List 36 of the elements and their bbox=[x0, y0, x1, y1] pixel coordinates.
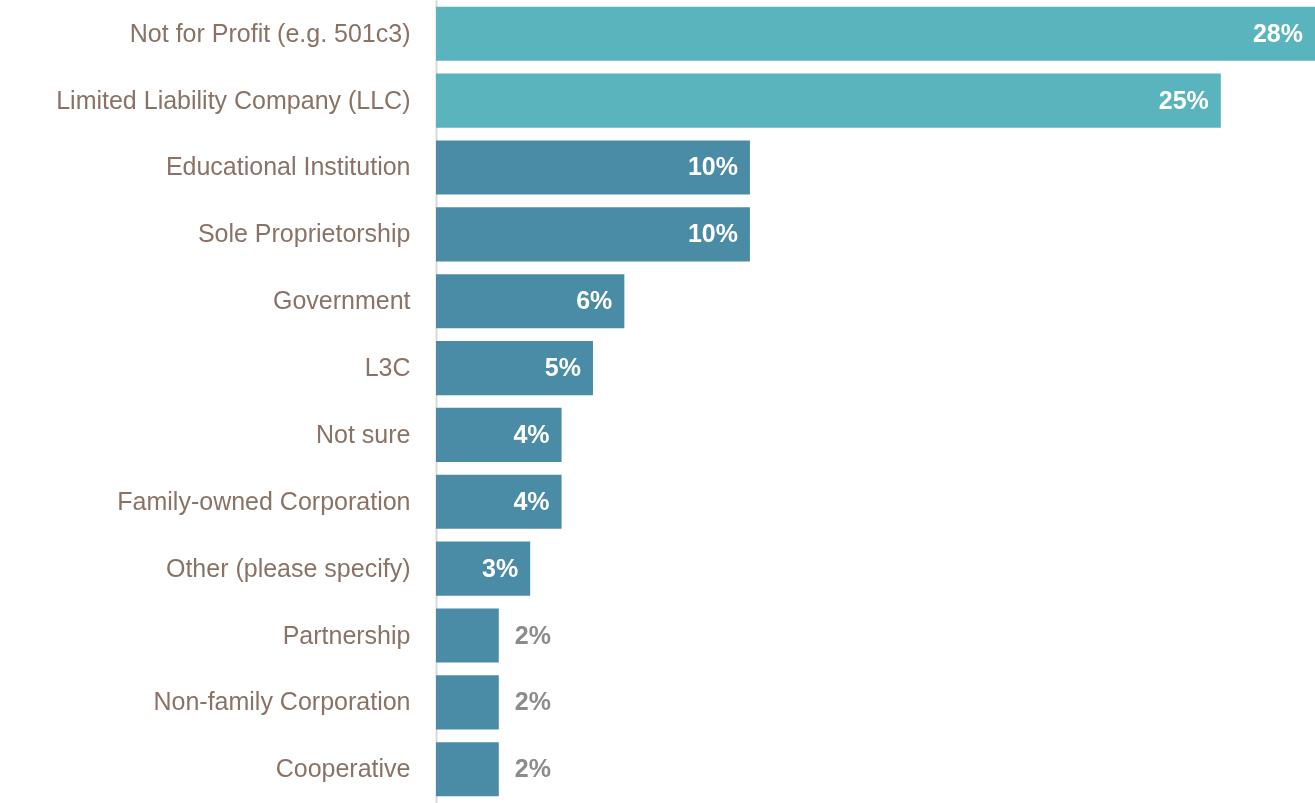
y-tick-label: Non-family Corporation bbox=[153, 687, 411, 716]
y-tick-label: Sole Proprietorship bbox=[197, 219, 411, 248]
y-tick-label: Not sure bbox=[316, 419, 411, 448]
data-label: 2% bbox=[514, 620, 551, 649]
data-label: 25% bbox=[1158, 85, 1209, 114]
bar bbox=[436, 474, 562, 529]
y-tick-label: Limited Liability Company (LLC) bbox=[56, 85, 411, 114]
bar bbox=[436, 608, 499, 663]
data-label: 5% bbox=[544, 353, 581, 382]
y-tick-label: Government bbox=[272, 286, 411, 315]
data-label: 10% bbox=[687, 152, 738, 181]
y-tick-label: Partnership bbox=[282, 620, 411, 649]
data-label: 28% bbox=[1252, 18, 1303, 47]
data-label: 2% bbox=[514, 687, 551, 716]
bar bbox=[436, 742, 499, 797]
bar bbox=[436, 73, 1221, 128]
y-tick-label: Family-owned Corporation bbox=[117, 486, 411, 515]
y-tick-label: Not for Profit (e.g. 501c3) bbox=[129, 18, 411, 47]
y-tick-label: Cooperative bbox=[275, 754, 411, 783]
bar bbox=[436, 340, 593, 396]
data-label: 10% bbox=[687, 219, 738, 248]
bar bbox=[436, 407, 562, 463]
data-label: 6% bbox=[576, 286, 613, 315]
data-label: 2% bbox=[514, 754, 551, 783]
y-tick-label: L3C bbox=[364, 353, 411, 382]
bar bbox=[436, 541, 531, 596]
data-label: 3% bbox=[482, 553, 519, 582]
bar bbox=[436, 140, 750, 195]
y-tick-label: Other (please specify) bbox=[165, 553, 411, 582]
data-label: 4% bbox=[513, 419, 550, 448]
bar bbox=[436, 207, 750, 262]
bar bbox=[436, 6, 1315, 61]
bar bbox=[436, 274, 625, 329]
bar bbox=[436, 675, 499, 730]
data-label: 4% bbox=[513, 486, 550, 515]
y-tick-label: Educational Institution bbox=[165, 152, 411, 181]
